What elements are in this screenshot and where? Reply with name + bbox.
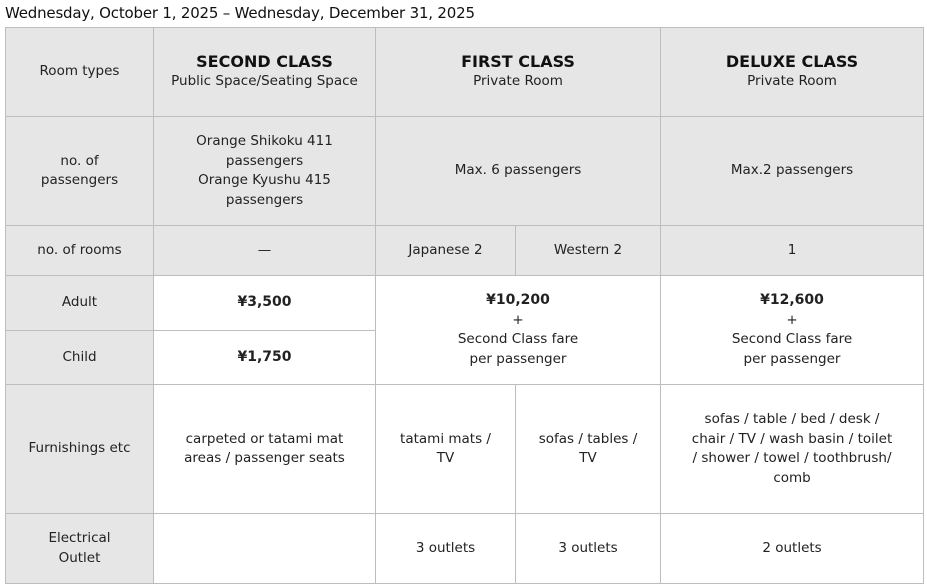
first-outlet-japanese: 3 outlets (375, 513, 516, 584)
second-class-sub: Public Space/Seating Space (171, 73, 358, 90)
second-class-name: SECOND CLASS (196, 52, 333, 72)
second-furnishings: carpeted or tatami mat areas / passenger… (153, 384, 376, 514)
deluxe-rooms: 1 (660, 225, 925, 276)
first-class-sub: Private Room (473, 73, 563, 90)
second-class-header: SECOND CLASS Public Space/Seating Space (153, 27, 376, 117)
row-label-adult: Adult (5, 275, 154, 331)
row-label-room-types: Room types (5, 27, 154, 117)
row-label-outlet: Electrical Outlet (5, 513, 154, 584)
deluxe-fare-note: Second Class fare per passenger (731, 331, 853, 367)
row-label-passengers: no. of passengers (5, 116, 154, 226)
second-rooms: — (153, 225, 376, 276)
deluxe-class-header: DELUXE CLASS Private Room (660, 27, 925, 117)
deluxe-fare: ¥12,600 + Second Class fare per passenger (660, 275, 925, 385)
second-adult-fare: ¥3,500 (153, 275, 376, 331)
first-rooms-western: Western 2 (514, 225, 662, 276)
row-label-child: Child (5, 330, 154, 385)
deluxe-class-sub: Private Room (747, 73, 837, 90)
first-fare: ¥10,200 + Second Class fare per passenger (374, 275, 662, 385)
first-class-header: FIRST CLASS Private Room (374, 27, 662, 117)
deluxe-fare-amount: ¥12,600 (760, 292, 824, 308)
deluxe-furnishings: sofas / table / bed / desk / chair / TV … (660, 384, 925, 514)
first-fare-note: Second Class fare per passenger (457, 331, 579, 367)
date-range-title: Wednesday, October 1, 2025 – Wednesday, … (5, 4, 475, 22)
second-passengers-shikoku: Orange Shikoku 411 passengers (196, 133, 333, 169)
first-passengers: Max. 6 passengers (374, 116, 662, 226)
second-passengers-kyushu: Orange Kyushu 415 passengers (198, 172, 331, 208)
second-child-fare: ¥1,750 (153, 330, 376, 385)
deluxe-passengers: Max.2 passengers (660, 116, 925, 226)
first-furnishings-japanese: tatami mats / TV (375, 384, 516, 514)
row-label-furnishings: Furnishings etc (5, 384, 154, 514)
deluxe-fare-plus: + (786, 311, 798, 328)
row-label-rooms: no. of rooms (5, 225, 154, 276)
deluxe-outlet: 2 outlets (660, 513, 925, 584)
deluxe-class-name: DELUXE CLASS (725, 52, 859, 72)
first-class-name: FIRST CLASS (461, 52, 575, 72)
fare-table: Room types SECOND CLASS Public Space/Seat… (5, 27, 925, 584)
second-passengers: Orange Shikoku 411 passengers Orange Kyus… (153, 116, 376, 226)
second-outlet (153, 513, 376, 584)
first-fare-amount: ¥10,200 (486, 292, 550, 308)
first-furnishings-western: sofas / tables / TV (514, 384, 662, 514)
first-rooms-japanese: Japanese 2 (375, 225, 516, 276)
first-fare-plus: + (512, 311, 524, 328)
first-outlet-western: 3 outlets (514, 513, 662, 584)
